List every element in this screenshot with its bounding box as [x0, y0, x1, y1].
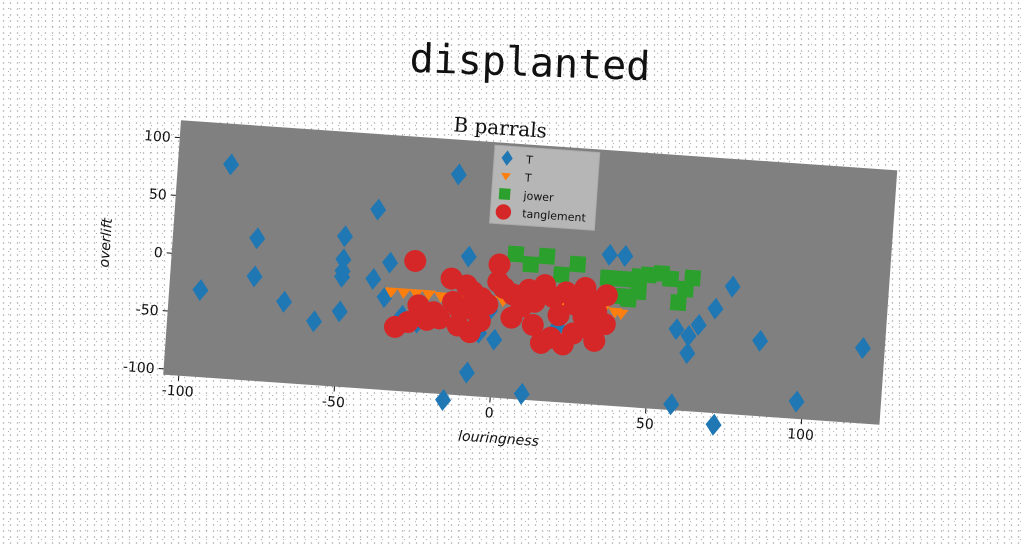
legend-label-1: T: [523, 171, 532, 185]
x-tick-label-0: -100: [161, 383, 194, 401]
y-tick-label-2: 0: [153, 245, 163, 262]
legend-label-0: T: [525, 153, 534, 167]
x-tick-label-2: 0: [484, 405, 494, 422]
series-2-point-7: [600, 269, 617, 286]
series-0-point-35: [705, 413, 722, 436]
series-2-point-3: [553, 266, 570, 283]
x-tick-label-4: 100: [787, 426, 815, 444]
x-tick-label-3: 50: [635, 416, 654, 433]
series-2-point-4: [569, 256, 586, 273]
series-2-point-1: [522, 256, 539, 273]
legend-label-2: jower: [522, 189, 554, 204]
y-tick-label-0: -100: [122, 359, 155, 377]
legend-marker-2: [499, 188, 511, 200]
series-2-point-18: [684, 269, 701, 286]
series-2-point-8: [615, 270, 632, 287]
y-tick-label-4: 100: [144, 128, 172, 146]
x-axis-label: louringness: [458, 428, 540, 450]
y-tick-label-1: -50: [135, 302, 159, 320]
y-axis-label: overlift: [97, 217, 116, 268]
chart-title: B parrals: [453, 112, 548, 142]
y-tick-label-3: 50: [148, 187, 167, 204]
series-2-point-15: [662, 270, 679, 287]
series-2-point-0: [507, 246, 524, 263]
x-tick-label-1: -50: [321, 394, 345, 412]
series-2-point-2: [538, 248, 555, 265]
series-2-point-12: [630, 283, 647, 300]
